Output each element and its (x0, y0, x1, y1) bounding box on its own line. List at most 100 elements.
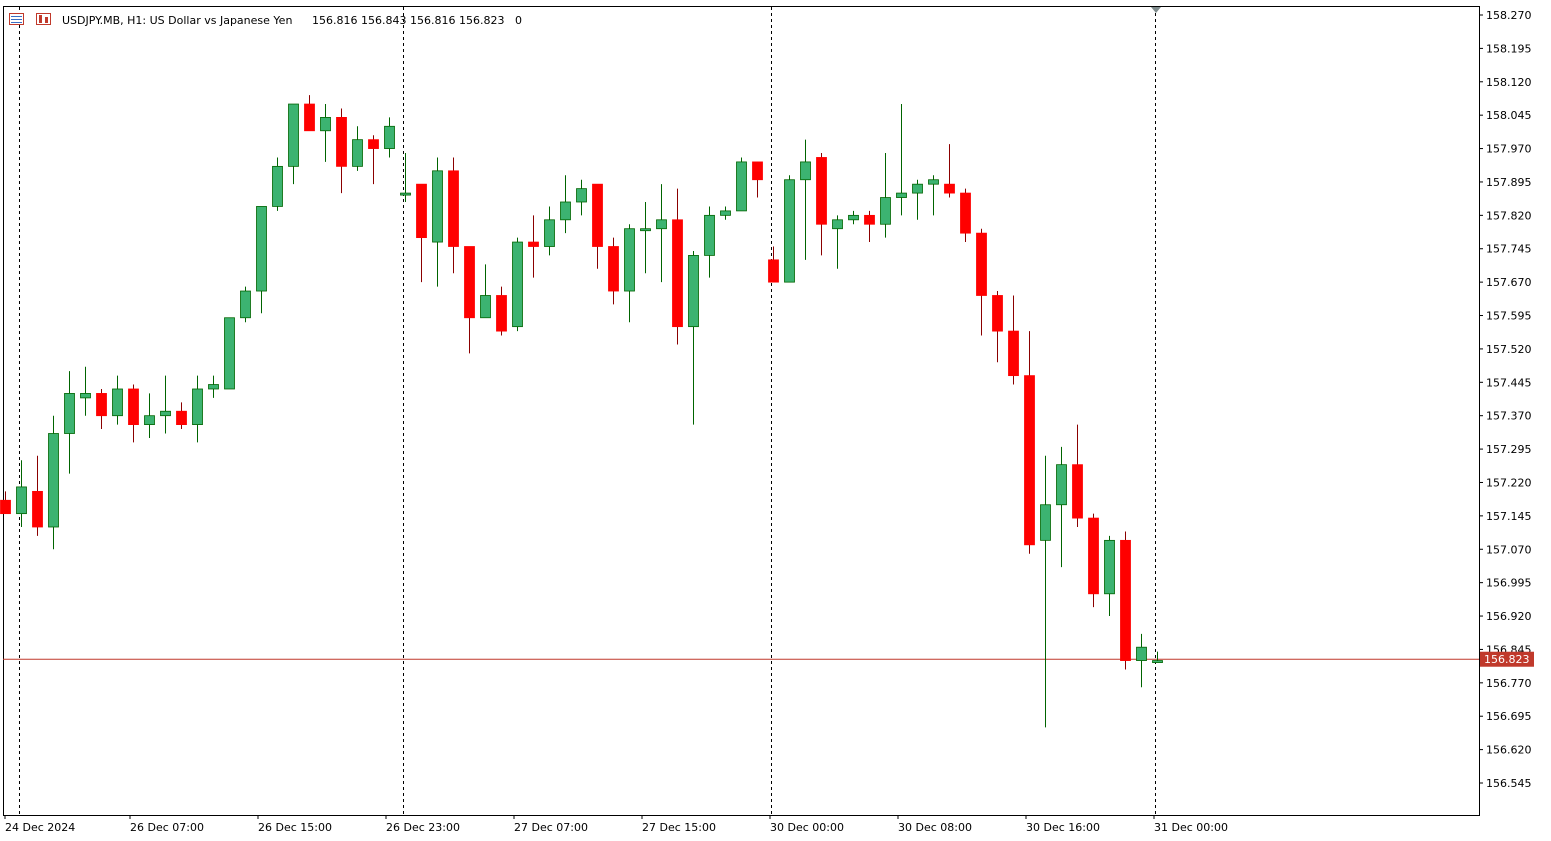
candle[interactable] (672, 188, 683, 345)
candle[interactable] (784, 175, 795, 283)
chart-mode-icon[interactable] (36, 13, 51, 25)
candle[interactable] (928, 175, 939, 216)
candle[interactable] (320, 104, 331, 162)
candle-body-bear (864, 214, 875, 225)
candle[interactable] (304, 95, 315, 132)
candle[interactable] (240, 286, 251, 323)
candle[interactable] (624, 224, 635, 323)
candle[interactable] (720, 206, 731, 220)
candle[interactable] (656, 184, 667, 283)
candle[interactable] (384, 117, 395, 158)
candle[interactable] (816, 153, 827, 256)
candle[interactable] (640, 201, 651, 274)
shift-marker-icon[interactable] (1151, 7, 1161, 13)
candle[interactable] (576, 179, 587, 216)
candle[interactable] (688, 250, 699, 425)
time-axis[interactable]: 24 Dec 2024 26 Dec 07:00 26 Dec 15:00 26 De… (4, 815, 1228, 834)
candle[interactable] (176, 402, 187, 430)
candle[interactable] (32, 455, 43, 536)
candle[interactable] (848, 210, 859, 225)
current-price-label: 156.823 (1480, 651, 1534, 667)
candle[interactable] (896, 104, 907, 216)
candle-body-bear (1088, 517, 1099, 595)
y-tick-label: 157.070 (1486, 543, 1532, 556)
candle[interactable] (1120, 531, 1131, 670)
candle[interactable] (992, 291, 1003, 363)
candle-body-bear (0, 499, 11, 515)
candle[interactable] (16, 460, 27, 527)
candle[interactable] (224, 317, 235, 390)
candle[interactable] (496, 286, 507, 336)
candles-group (0, 95, 1163, 728)
candle[interactable] (1040, 455, 1051, 728)
candle[interactable] (208, 375, 219, 398)
candle[interactable] (832, 215, 843, 269)
candle[interactable] (288, 103, 299, 185)
candle[interactable] (1152, 651, 1163, 663)
candle[interactable] (592, 183, 603, 269)
candle[interactable] (336, 108, 347, 194)
candle[interactable] (1072, 424, 1083, 527)
candle[interactable] (944, 144, 955, 198)
candle[interactable] (192, 375, 203, 443)
price-axis[interactable]: 158.270 158.195 158.120 158.045 157.970 157.8… (1479, 9, 1532, 790)
candle-body-bull (1040, 504, 1051, 541)
y-tick-label: 157.670 (1486, 276, 1532, 289)
candle-body-bull (624, 228, 635, 292)
candle[interactable] (976, 228, 987, 336)
candle[interactable] (912, 179, 923, 220)
candle-body-bull (480, 295, 491, 319)
candle-body-bear (1120, 539, 1131, 661)
candle[interactable] (864, 210, 875, 243)
candle[interactable] (416, 183, 427, 283)
candle[interactable] (960, 188, 971, 243)
candle[interactable] (704, 206, 715, 278)
candle[interactable] (0, 491, 11, 515)
candle-body-bear (1072, 464, 1083, 519)
candle-body-bear (528, 241, 539, 247)
candle[interactable] (160, 375, 171, 434)
chart-window-icon[interactable] (9, 13, 24, 25)
candle[interactable] (1104, 535, 1115, 617)
candle[interactable] (1088, 513, 1099, 608)
candle[interactable] (256, 206, 267, 314)
candle[interactable] (880, 153, 891, 238)
candle[interactable] (480, 264, 491, 319)
candle[interactable] (736, 157, 747, 212)
candle[interactable] (368, 135, 379, 185)
candle[interactable] (80, 366, 91, 416)
candle[interactable] (1008, 295, 1019, 385)
candle-body-bull (784, 179, 795, 283)
candle[interactable] (752, 161, 763, 198)
candle[interactable] (560, 175, 571, 234)
candle[interactable] (464, 246, 475, 354)
candle[interactable] (528, 215, 539, 278)
candle[interactable] (128, 384, 139, 443)
candle[interactable] (352, 126, 363, 171)
candle-body-bear (768, 259, 779, 283)
candle[interactable] (96, 388, 107, 430)
y-tick-label: 158.270 (1486, 9, 1532, 22)
candle[interactable] (512, 237, 523, 332)
candle-body-bear (416, 183, 427, 239)
candle[interactable] (1024, 331, 1035, 554)
candle-body-bull (112, 388, 123, 417)
candle[interactable] (64, 371, 75, 474)
candle[interactable] (448, 157, 459, 274)
candle[interactable] (272, 157, 283, 211)
candle[interactable] (1056, 446, 1067, 568)
candle[interactable] (608, 237, 619, 305)
candle[interactable] (800, 139, 811, 260)
candle[interactable] (112, 375, 123, 425)
candle-body-bull (1104, 539, 1115, 595)
candle[interactable] (400, 153, 411, 202)
candle[interactable] (1136, 633, 1147, 688)
candle[interactable] (544, 206, 555, 256)
candle[interactable] (144, 393, 155, 438)
candle-body-bull (576, 188, 587, 203)
candle[interactable] (432, 157, 443, 287)
candle[interactable] (768, 246, 779, 283)
candle[interactable] (48, 415, 59, 550)
